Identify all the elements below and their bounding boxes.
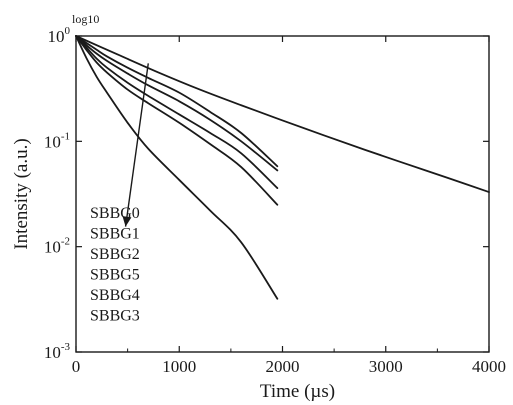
y-tick-base: 10: [44, 132, 61, 151]
x-tick-label: 4000: [472, 357, 506, 376]
x-tick-label: 1000: [162, 357, 196, 376]
y-tick-label: 10-1: [44, 130, 70, 151]
series-line-3: [75, 35, 279, 172]
arrow-layer: [122, 63, 149, 227]
y-tick-base: 10: [48, 27, 65, 46]
y-axis-label: Intensity (a.u.): [11, 138, 32, 249]
legend-entry: SBBG5: [90, 267, 140, 284]
y-tick-exponent: -2: [61, 236, 70, 248]
series-line-5: [75, 35, 279, 206]
trend-arrow-head: [122, 216, 132, 227]
series-line-1: [75, 35, 490, 193]
y-tick-base: 10: [44, 238, 61, 257]
legend: SBBG0 SBBG1 SBBG2 SBBG5 SBBG4 SBBG3: [90, 205, 140, 325]
legend-entry: SBBG1: [90, 226, 140, 243]
series-line-2: [75, 35, 279, 168]
x-tick-label: 0: [72, 357, 81, 376]
legend-entry: SBBG4: [90, 287, 140, 304]
plot-frame: [75, 35, 490, 353]
series-line-4: [75, 35, 279, 189]
y-tick-exponent: 0: [65, 25, 71, 37]
x-axis-label: Time (µs): [260, 381, 335, 402]
x-tick-label: 2000: [266, 357, 300, 376]
y-tick-label: 10-2: [44, 236, 70, 257]
y-tick-label: 10-3: [44, 341, 71, 362]
legend-entry: SBBG2: [90, 246, 140, 263]
y-tick-exponent: -3: [61, 341, 71, 353]
x-tick-label: 3000: [369, 357, 403, 376]
y-tick-label: 100: [48, 25, 71, 46]
y-tick-exponent: -1: [61, 130, 70, 142]
y-tick-base: 10: [44, 343, 61, 362]
trend-arrow-shaft: [124, 63, 149, 227]
legend-entry: SBBG3: [90, 308, 140, 325]
legend-entry: SBBG0: [90, 205, 140, 222]
log-scale-note: log10: [72, 12, 99, 26]
